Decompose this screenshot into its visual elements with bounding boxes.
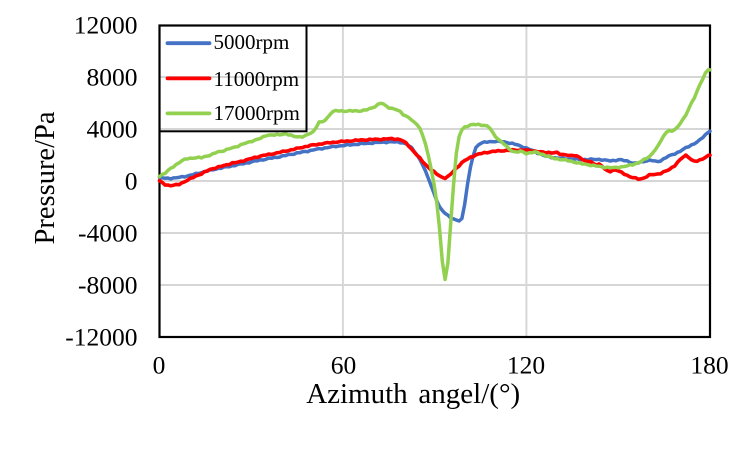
svg-text:11000rpm: 11000rpm xyxy=(214,67,300,91)
svg-text:5000rpm: 5000rpm xyxy=(214,30,290,54)
svg-text:-8000: -8000 xyxy=(78,270,138,299)
svg-text:180: 180 xyxy=(690,350,728,379)
svg-text:0: 0 xyxy=(125,166,138,195)
svg-text:-4000: -4000 xyxy=(78,218,138,247)
svg-text:12000: 12000 xyxy=(74,10,138,39)
svg-text:4000: 4000 xyxy=(87,114,138,143)
svg-text:8000: 8000 xyxy=(87,62,138,91)
svg-text:-12000: -12000 xyxy=(65,322,137,351)
svg-text:120: 120 xyxy=(507,350,545,379)
svg-text:Pressure/Pa: Pressure/Pa xyxy=(30,111,61,244)
svg-text:Azimuth angel/(°): Azimuth angel/(°) xyxy=(306,378,520,410)
svg-text:60: 60 xyxy=(331,350,357,379)
svg-text:17000rpm: 17000rpm xyxy=(214,101,300,125)
svg-text:0: 0 xyxy=(153,350,166,379)
